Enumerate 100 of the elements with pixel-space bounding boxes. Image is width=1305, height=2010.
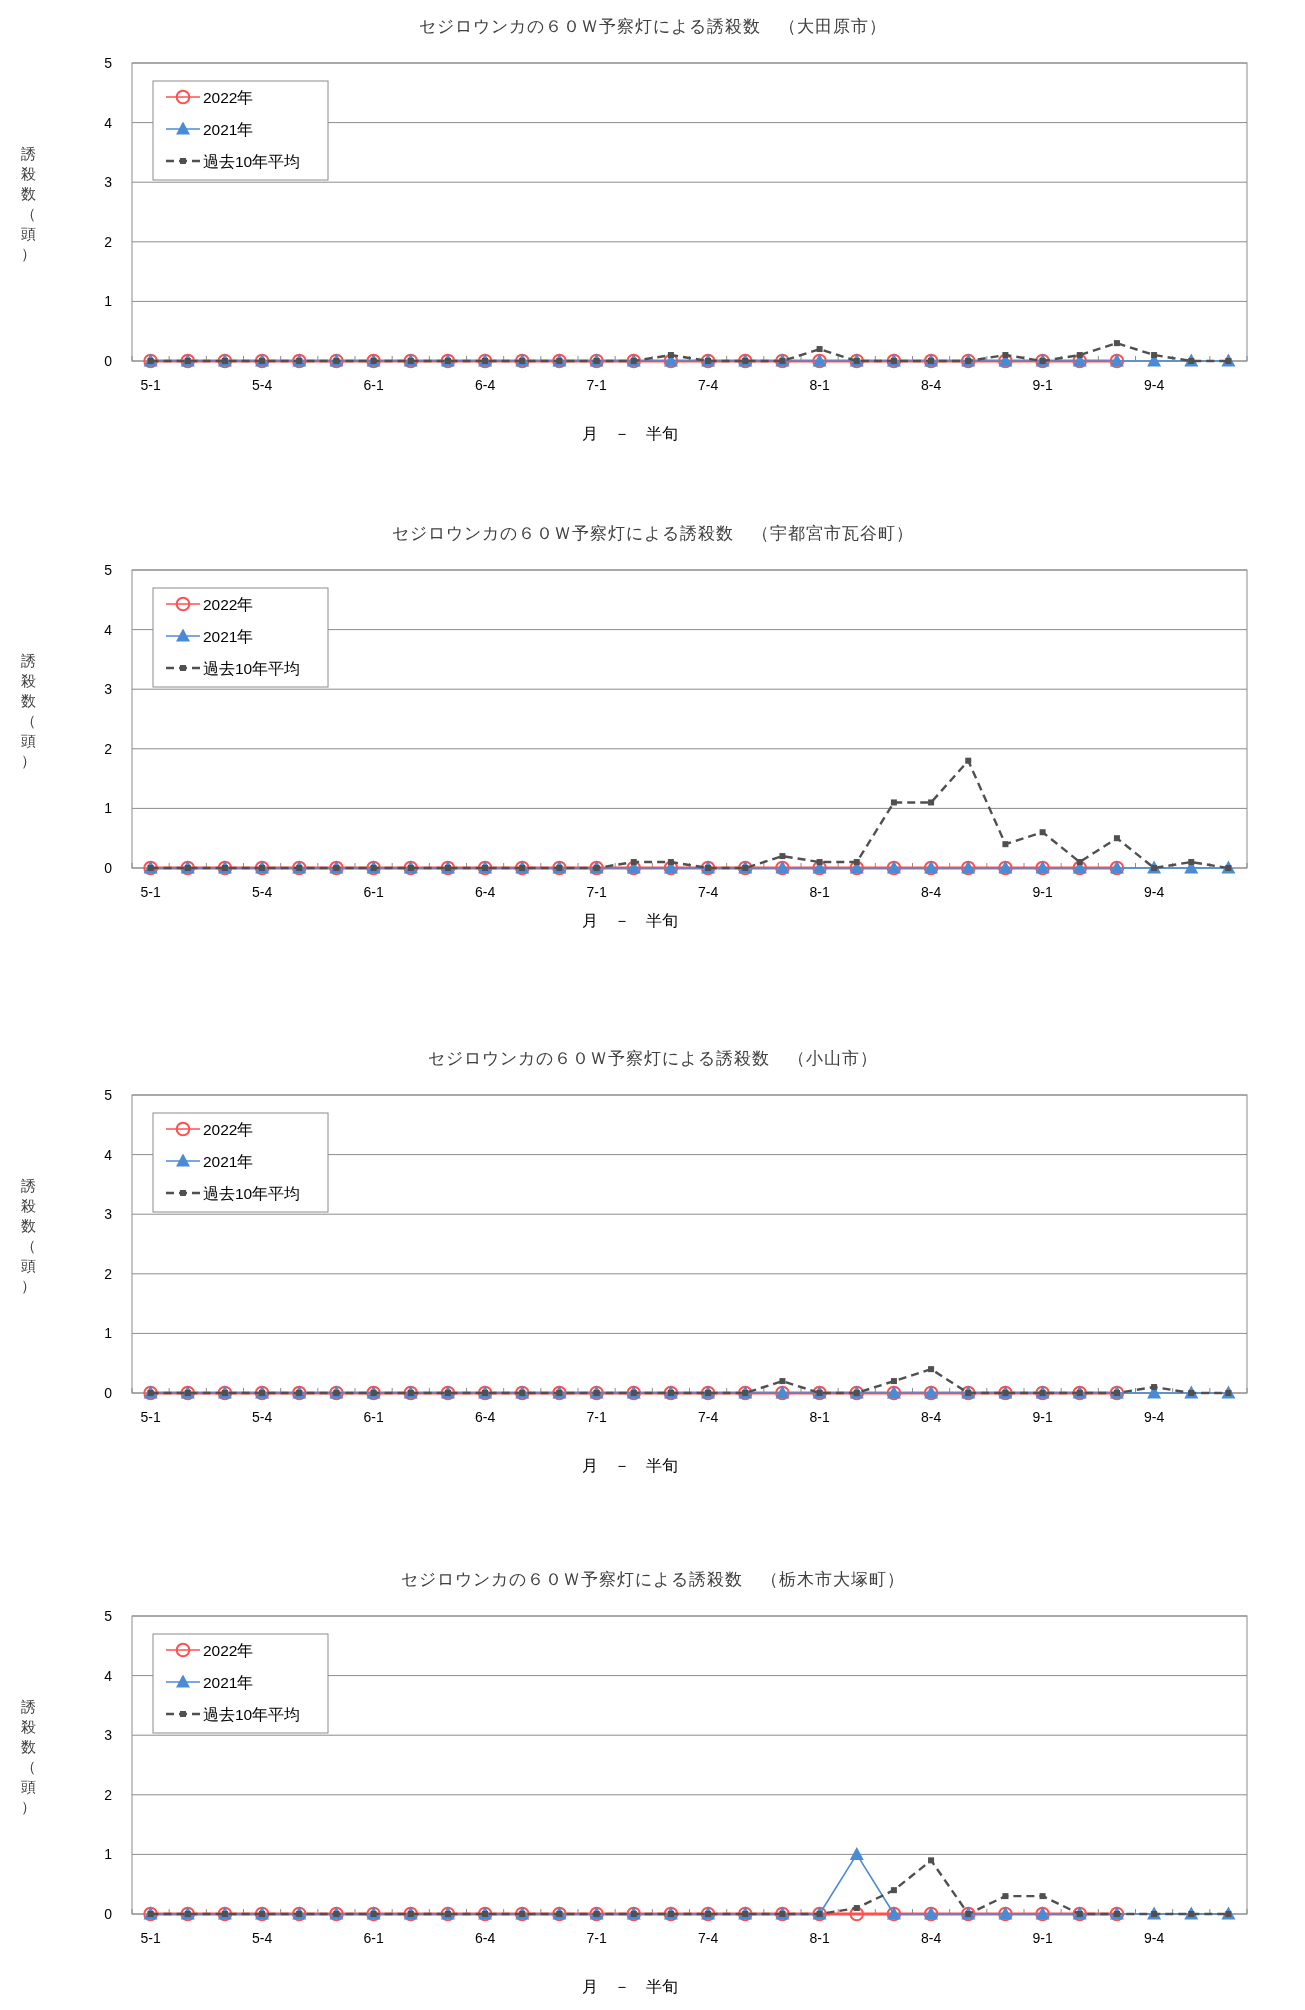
y-tick-label: 5	[104, 562, 113, 578]
point	[1113, 835, 1120, 842]
point	[890, 1887, 897, 1894]
point	[816, 859, 823, 866]
y-tick-label: 4	[104, 621, 113, 638]
point	[1188, 859, 1195, 866]
x-tick-label: 6-1	[363, 377, 384, 393]
x-axis-title: 月 － 半旬	[581, 424, 678, 442]
x-tick-label: 6-1	[363, 1409, 384, 1425]
point	[1039, 829, 1046, 836]
x-tick-label: 6-1	[363, 884, 384, 900]
x-tick-label: 5-1	[140, 884, 161, 900]
x-tick-label: 7-1	[586, 884, 607, 900]
x-axis-title: 月 － 半旬	[581, 911, 678, 929]
point	[667, 859, 674, 866]
legend-label: 2022年	[203, 1641, 254, 1659]
y-tick-label: 0	[104, 1385, 113, 1401]
legend-label: 2021年	[203, 1152, 254, 1170]
y-tick-label: 5	[104, 1608, 113, 1624]
chart-title: セジロウンカの６０Ｗ予察灯による誘殺数 （大田原市）	[418, 17, 887, 35]
point	[779, 853, 786, 860]
x-tick-label: 7-4	[697, 1930, 719, 1946]
y-tick-label: 1	[104, 293, 113, 310]
x-tick-label: 8-4	[920, 1930, 942, 1946]
x-tick-label: 6-4	[474, 1930, 496, 1946]
y-tick-label: 5	[104, 55, 113, 71]
point	[890, 799, 897, 806]
legend-label: 過去10年平均	[203, 152, 301, 170]
chart-title: セジロウンカの６０Ｗ予察灯による誘殺数 （宇都宮市瓦谷町）	[391, 524, 914, 542]
point	[853, 1905, 860, 1912]
x-tick-label: 8-1	[809, 1409, 830, 1425]
x-tick-label: 9-4	[1143, 377, 1165, 393]
x-tick-label: 5-1	[140, 377, 161, 393]
y-tick-label: 2	[104, 233, 113, 250]
point	[928, 1857, 935, 1864]
legend-label: 2021年	[203, 1673, 254, 1691]
y-tick-label: 1	[104, 1846, 113, 1863]
x-tick-label: 7-4	[697, 377, 719, 393]
y-tick-label: 4	[104, 1667, 113, 1684]
y-tick-label: 3	[104, 174, 113, 191]
x-axis-title: 月 － 半旬	[581, 1977, 678, 1995]
legend-label: 2021年	[203, 120, 254, 138]
y-tick-label: 3	[104, 681, 113, 698]
y-tick-label: 3	[104, 1206, 113, 1223]
y-tick-label: 0	[104, 860, 113, 876]
x-tick-label: 9-1	[1032, 1930, 1053, 1946]
y-tick-label: 5	[104, 1087, 113, 1103]
y-axis-title: 誘殺数（頭）	[20, 651, 36, 771]
y-tick-label: 0	[104, 353, 113, 369]
point	[965, 757, 972, 764]
point	[1002, 841, 1009, 848]
x-tick-label: 8-1	[809, 884, 830, 900]
y-tick-label: 1	[104, 1325, 113, 1342]
x-tick-label: 8-4	[920, 377, 942, 393]
point	[928, 799, 935, 806]
point	[849, 1906, 865, 1922]
point	[1002, 1893, 1009, 1900]
y-tick-label: 1	[104, 800, 113, 817]
point	[630, 859, 637, 866]
x-tick-label: 9-4	[1143, 1409, 1165, 1425]
legend-label: 2022年	[203, 595, 254, 613]
x-tick-label: 7-1	[586, 377, 607, 393]
y-tick-label: 2	[104, 1786, 113, 1803]
x-tick-label: 6-4	[474, 884, 496, 900]
y-axis-title: 誘殺数（頭）	[20, 1697, 36, 1817]
chart-title: セジロウンカの６０Ｗ予察灯による誘殺数 （小山市）	[427, 1049, 878, 1067]
y-tick-label: 2	[104, 740, 113, 757]
x-tick-label: 5-4	[251, 1930, 273, 1946]
x-tick-label: 7-1	[586, 1930, 607, 1946]
chart-title: セジロウンカの６０Ｗ予察灯による誘殺数 （栃木市大塚町）	[400, 1570, 905, 1588]
y-tick-label: 4	[104, 114, 113, 131]
x-tick-label: 8-1	[809, 1930, 830, 1946]
x-tick-label: 9-4	[1143, 1930, 1165, 1946]
legend-label: 過去10年平均	[203, 659, 301, 677]
x-tick-label: 8-1	[809, 377, 830, 393]
x-tick-label: 5-4	[251, 884, 273, 900]
x-tick-label: 7-4	[697, 884, 719, 900]
point	[849, 1846, 864, 1860]
legend-label: 過去10年平均	[203, 1184, 301, 1202]
legend-label: 2022年	[203, 88, 254, 106]
x-tick-label: 5-4	[251, 1409, 273, 1425]
x-tick-label: 9-4	[1143, 884, 1165, 900]
x-tick-label: 5-1	[140, 1409, 161, 1425]
y-tick-label: 2	[104, 1265, 113, 1282]
x-tick-label: 6-4	[474, 377, 496, 393]
x-tick-label: 8-4	[920, 1409, 942, 1425]
y-tick-label: 0	[104, 1906, 113, 1922]
x-tick-label: 9-1	[1032, 377, 1053, 393]
x-tick-label: 9-1	[1032, 884, 1053, 900]
y-tick-label: 4	[104, 1146, 113, 1163]
x-tick-label: 6-1	[363, 1930, 384, 1946]
legend-label: 2021年	[203, 627, 254, 645]
point	[1039, 1893, 1046, 1900]
x-tick-label: 5-4	[251, 377, 273, 393]
y-tick-label: 3	[104, 1727, 113, 1744]
x-tick-label: 5-1	[140, 1930, 161, 1946]
x-axis-title: 月 － 半旬	[581, 1456, 678, 1474]
x-tick-label: 9-1	[1032, 1409, 1053, 1425]
point	[1076, 859, 1083, 866]
x-tick-label: 6-4	[474, 1409, 496, 1425]
